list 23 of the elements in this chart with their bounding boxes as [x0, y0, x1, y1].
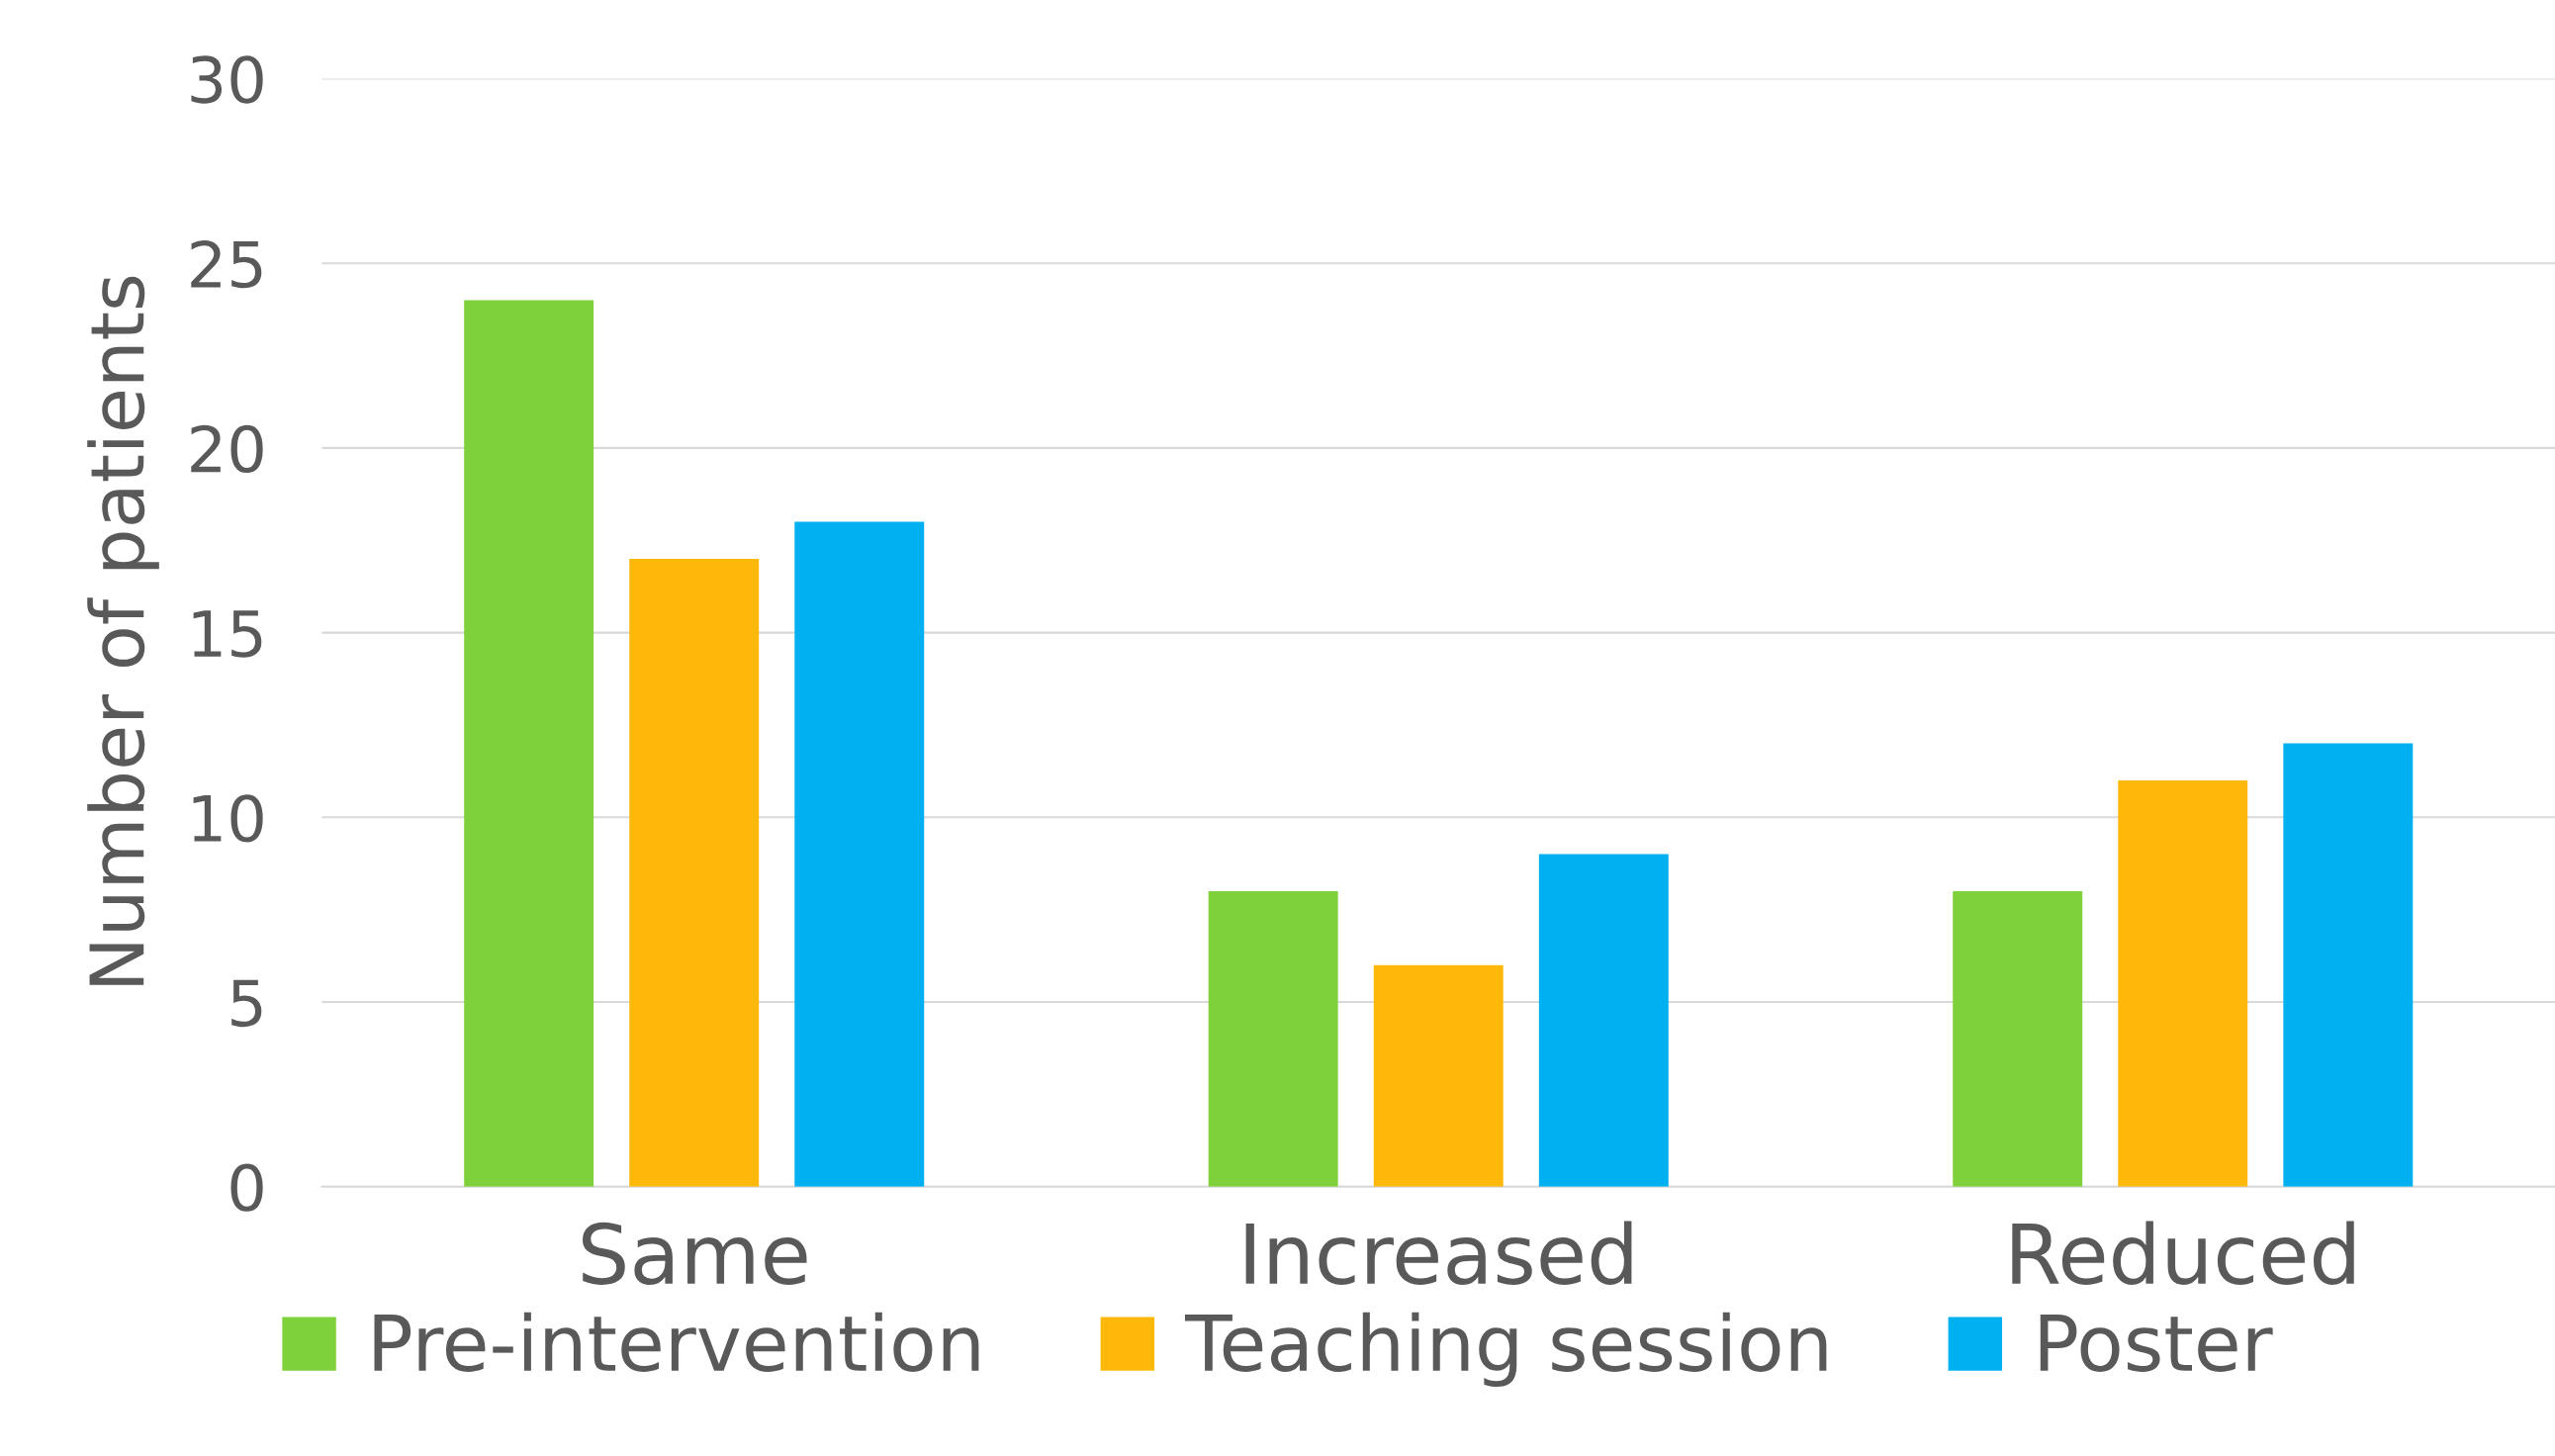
x-tick-label: Increased	[1245, 1221, 1632, 1285]
y-tick-label: 25	[191, 240, 262, 289]
bar	[629, 558, 760, 1187]
y-tick-label: 5	[231, 979, 262, 1028]
x-tick-label: Reduced	[2012, 1221, 2354, 1285]
legend-label: Poster	[2040, 1315, 2273, 1372]
bar	[2118, 779, 2248, 1187]
y-tick-label: 10	[193, 794, 263, 843]
bar	[1373, 964, 1504, 1187]
y-tick-label: 30	[191, 55, 263, 104]
y-tick-label: 0	[230, 1163, 263, 1212]
y-tick-label: 15	[193, 610, 262, 658]
bar	[1953, 890, 2083, 1187]
y-axis-title: Number of patients	[87, 276, 159, 985]
legend-label: Teaching session	[1184, 1312, 1827, 1387]
bar	[1538, 854, 1669, 1187]
bar	[2283, 743, 2414, 1187]
legend-label: Pre-intervention	[374, 1312, 979, 1372]
y-tick-label: 20	[191, 424, 263, 474]
bar	[794, 521, 925, 1187]
bar	[464, 300, 594, 1187]
x-tick-label: Same	[583, 1222, 807, 1285]
bar	[1208, 890, 1338, 1187]
